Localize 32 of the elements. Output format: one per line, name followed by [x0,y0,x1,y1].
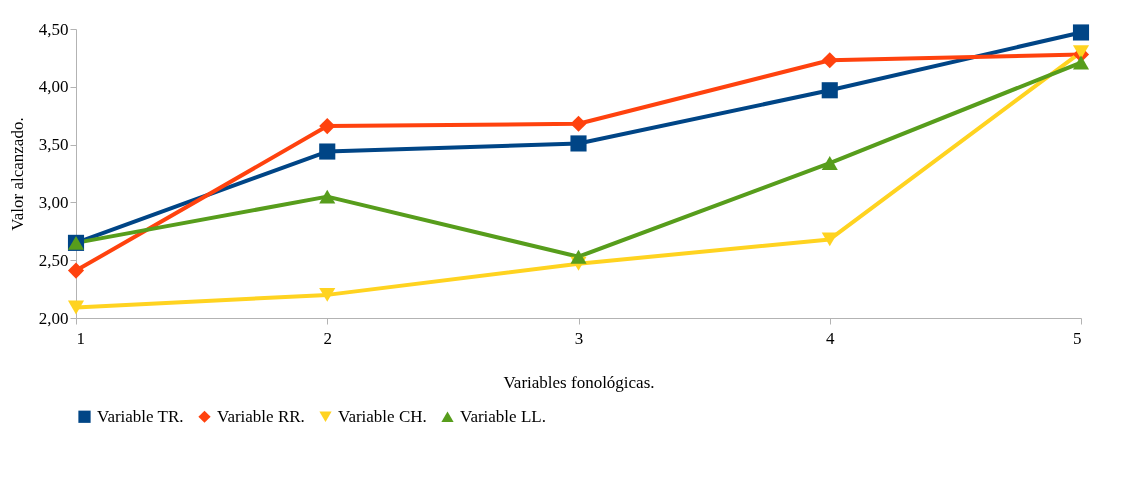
point [319,287,336,302]
point [1072,24,1090,41]
x-tick-label: 2 [323,328,332,348]
x-tick-label: 1 [76,328,85,348]
point [67,300,85,315]
point [821,156,838,171]
y-tick-label: 3,50 [38,135,69,155]
x-tick-label: 3 [574,328,584,348]
legend-label: Variable CH. [338,406,427,426]
y-axis-title: Valor alcanzado. [7,117,27,231]
y-tick-label: 4,00 [38,77,69,97]
point [821,232,838,247]
point [319,189,336,204]
y-tick-label: 4,50 [38,19,69,39]
point [570,249,587,264]
x-axis-title: Variables fonológicas. [503,372,655,392]
point [821,52,838,69]
legend-label: Variable RR. [217,406,305,426]
point [1072,55,1090,70]
point [570,135,587,152]
x-tick-label: 4 [826,328,835,348]
y-tick-label: 2,50 [38,250,69,270]
legend-label: Variable LL. [460,406,546,426]
legend-label: Variable TR. [97,406,184,426]
point [319,118,336,135]
point [570,115,587,132]
point [821,82,838,99]
y-tick-label: 3,00 [38,192,69,212]
x-tick-label: 5 [1073,328,1082,348]
point [319,143,336,160]
y-tick-label: 2,00 [38,308,69,328]
point [67,262,85,279]
